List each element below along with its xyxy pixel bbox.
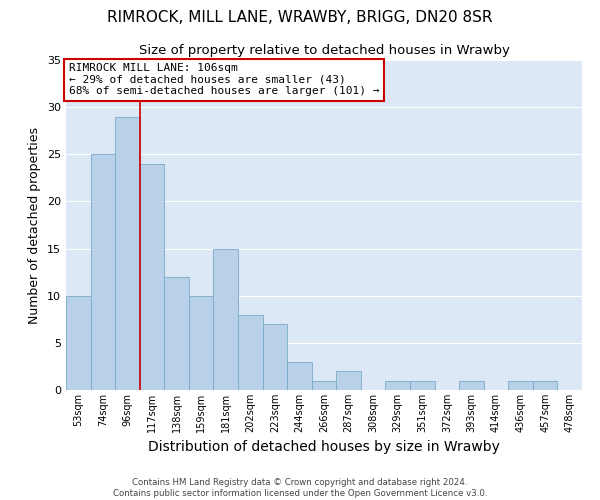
Bar <box>66 296 91 390</box>
Bar <box>263 324 287 390</box>
Bar <box>459 380 484 390</box>
Bar <box>287 362 312 390</box>
Bar <box>164 277 189 390</box>
Y-axis label: Number of detached properties: Number of detached properties <box>28 126 41 324</box>
Bar <box>140 164 164 390</box>
Text: RIMROCK, MILL LANE, WRAWBY, BRIGG, DN20 8SR: RIMROCK, MILL LANE, WRAWBY, BRIGG, DN20 … <box>107 10 493 25</box>
Bar <box>336 371 361 390</box>
Bar <box>410 380 434 390</box>
Text: RIMROCK MILL LANE: 106sqm
← 29% of detached houses are smaller (43)
68% of semi-: RIMROCK MILL LANE: 106sqm ← 29% of detac… <box>68 64 379 96</box>
Bar <box>385 380 410 390</box>
Bar <box>238 314 263 390</box>
Bar <box>508 380 533 390</box>
Bar <box>91 154 115 390</box>
X-axis label: Distribution of detached houses by size in Wrawby: Distribution of detached houses by size … <box>148 440 500 454</box>
Bar <box>214 248 238 390</box>
Title: Size of property relative to detached houses in Wrawby: Size of property relative to detached ho… <box>139 44 509 58</box>
Text: Contains HM Land Registry data © Crown copyright and database right 2024.
Contai: Contains HM Land Registry data © Crown c… <box>113 478 487 498</box>
Bar <box>533 380 557 390</box>
Bar <box>189 296 214 390</box>
Bar <box>115 116 140 390</box>
Bar <box>312 380 336 390</box>
